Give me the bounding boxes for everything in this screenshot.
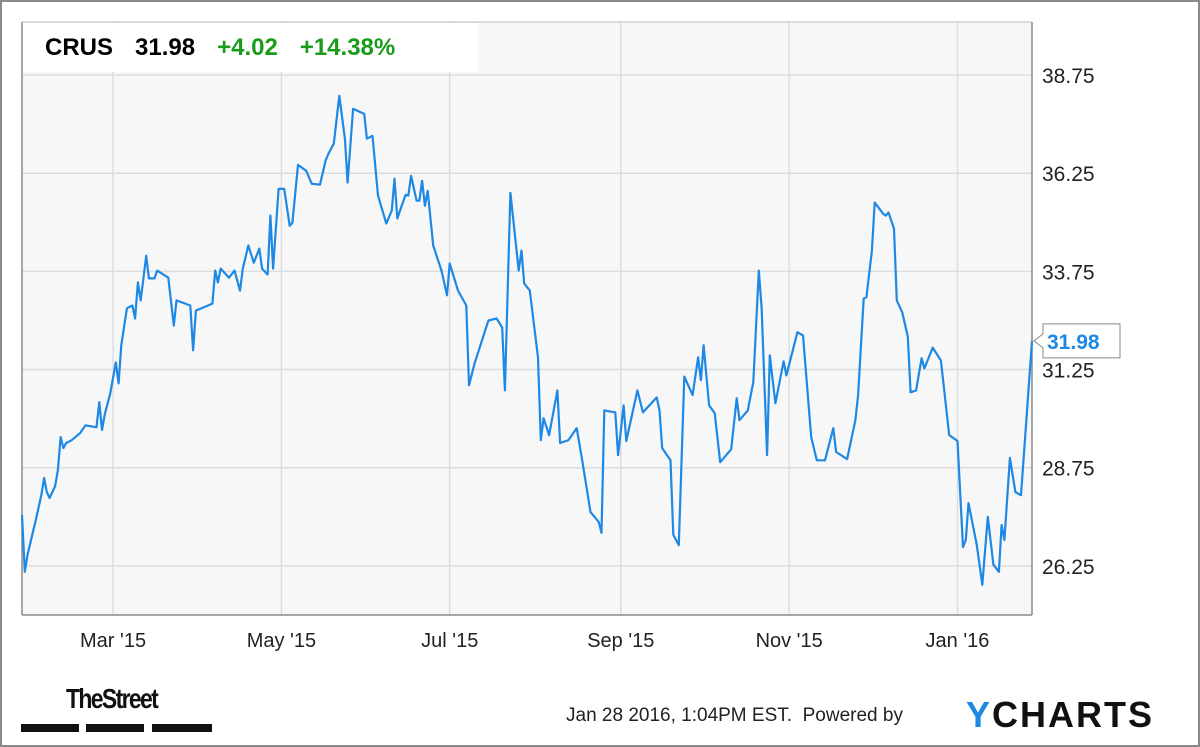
x-tick-label: Sep '15 <box>587 630 654 652</box>
x-tick-label: Nov '15 <box>756 630 823 652</box>
y-tick-label: 31.25 <box>1042 360 1095 383</box>
last-value-box <box>1033 323 1121 359</box>
y-tick-label: 26.25 <box>1042 556 1095 579</box>
y-tick-label: 28.75 <box>1042 458 1095 481</box>
y-tick-label: 38.75 <box>1042 65 1095 88</box>
price-change-percent: +14.38% <box>299 34 396 61</box>
grid <box>22 22 1032 615</box>
thestreet-logo-bar <box>86 724 144 732</box>
x-tick-label: Jan '16 <box>926 630 990 652</box>
ycharts-logo-y: Y <box>966 694 993 735</box>
last-value-callout: 31.98 <box>1033 323 1121 359</box>
thestreet-logo: TheStreet <box>66 683 159 714</box>
x-tick-label: Jul '15 <box>421 630 478 652</box>
y-tick-label: 33.75 <box>1042 261 1095 284</box>
footer-timestamp: Jan 28 2016, 1:04PM EST. Powered by <box>566 705 903 727</box>
last-price: 31.98 <box>135 34 196 61</box>
x-axis-ticks: Mar '15 May '15 Jul '15 Sep '15 Nov '15 Jan '… <box>80 630 989 652</box>
price-change: +4.02 <box>217 34 278 61</box>
ycharts-logo-text: CHARTS <box>992 694 1155 735</box>
y-axis-ticks: 26.25 28.75 31.25 33.75 36.25 38.75 <box>1042 65 1095 579</box>
quote-header: CRUS 31.98 +4.02 +14.38% <box>23 23 478 72</box>
ycharts-logo[interactable]: YCHARTS <box>966 694 1154 736</box>
timestamp: Jan 28 2016, 1:04PM EST. <box>566 705 793 726</box>
thestreet-logo-bar <box>152 724 212 732</box>
powered-by: Powered by <box>802 705 903 726</box>
last-value-label: 31.98 <box>1047 331 1100 354</box>
x-tick-label: May '15 <box>247 630 316 652</box>
x-tick-label: Mar '15 <box>80 630 146 652</box>
y-tick-label: 36.25 <box>1042 163 1095 186</box>
thestreet-logo-bar <box>21 724 79 732</box>
ticker-symbol: CRUS <box>45 34 114 61</box>
price-line <box>20 94 1034 586</box>
